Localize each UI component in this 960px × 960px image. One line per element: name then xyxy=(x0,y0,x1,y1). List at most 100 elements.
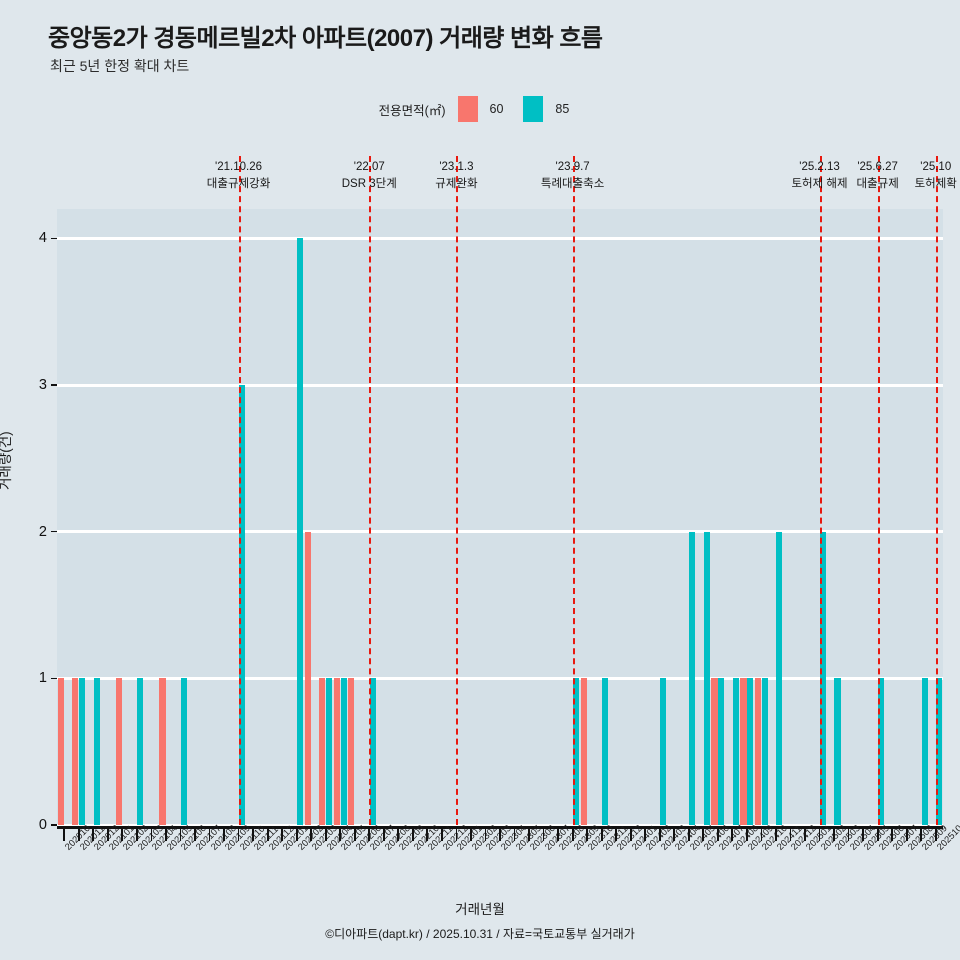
x-tick-mark xyxy=(847,829,850,841)
x-tick-mark xyxy=(615,829,618,841)
event-line-202506 xyxy=(877,156,880,825)
x-tick-mark xyxy=(673,829,676,841)
event-date: '25.6.27 xyxy=(857,161,898,173)
gridline xyxy=(57,236,943,240)
x-tick-mark xyxy=(63,829,66,841)
legend-label-85: 85 xyxy=(555,102,570,116)
bar-85-202503 xyxy=(834,678,841,825)
x-tick-mark xyxy=(179,829,182,841)
bar-85-202502 xyxy=(819,531,827,825)
bar-60-202102 xyxy=(115,678,123,825)
y-tick-mark xyxy=(51,237,57,240)
x-tick-mark xyxy=(920,829,923,841)
x-tick-mark xyxy=(281,829,284,841)
bar-85-202207 xyxy=(369,678,376,825)
bar-60-202205 xyxy=(333,678,340,825)
event-line-202502 xyxy=(819,156,822,825)
x-tick-mark xyxy=(542,829,545,841)
bar-85-202110 xyxy=(238,385,246,825)
bar-60-202407 xyxy=(711,678,718,825)
bar-85-202202 xyxy=(296,238,304,825)
event-name: DSR 3단계 xyxy=(341,177,397,190)
event-line-202207 xyxy=(369,156,372,825)
x-tick-mark xyxy=(484,829,487,841)
event-label-202207: '22.07 DSR 3단계 xyxy=(342,159,397,192)
x-tick-mark xyxy=(905,829,908,841)
event-label-202510: '25.10 토허제확 xyxy=(915,159,957,192)
y-tick-label: 1 xyxy=(38,670,47,687)
x-tick-mark xyxy=(266,829,269,841)
x-tick-mark xyxy=(557,829,559,841)
x-tick-mark xyxy=(513,829,516,841)
event-name: 특례대출축소 xyxy=(540,177,605,190)
x-tick-mark xyxy=(499,829,501,841)
event-date: '22.07 xyxy=(353,161,385,173)
x-tick-mark xyxy=(934,829,937,841)
y-tick-mark xyxy=(51,530,57,533)
bar-60-202203 xyxy=(304,531,311,825)
bar-85-202204 xyxy=(326,678,333,825)
x-tick-mark xyxy=(760,829,763,841)
event-name: 규제완화 xyxy=(435,177,478,190)
event-line-202301 xyxy=(456,156,459,825)
bar-60-202105 xyxy=(159,678,166,825)
bar-85-202408 xyxy=(732,678,739,825)
x-axis-title: 거래년월 xyxy=(455,902,505,917)
bar-85-202309 xyxy=(572,678,580,825)
event-line-202110 xyxy=(238,156,241,825)
x-tick-mark xyxy=(237,829,240,841)
y-tick-label: 0 xyxy=(38,817,47,833)
bar-85-202410 xyxy=(761,678,768,825)
y-tick-mark xyxy=(51,824,57,826)
x-tick-mark xyxy=(382,829,385,841)
x-tick-mark xyxy=(135,829,138,841)
x-tick-mark xyxy=(252,829,254,841)
x-tick-mark xyxy=(455,829,458,841)
x-tick-mark xyxy=(397,829,400,841)
x-tick-mark xyxy=(876,829,879,841)
gridline xyxy=(57,383,943,387)
x-tick-mark xyxy=(208,829,211,841)
event-date: '23.1.3 xyxy=(439,161,474,173)
x-tick-mark xyxy=(891,829,894,841)
x-tick-mark xyxy=(150,829,153,841)
bar-60-202011 xyxy=(72,678,79,825)
x-tick-mark xyxy=(470,829,472,841)
x-tick-mark xyxy=(629,829,632,841)
x-tick-mark xyxy=(368,829,371,841)
y-tick-label: 3 xyxy=(38,377,47,393)
event-label-202506: '25.6.27 대출규제 xyxy=(856,159,898,192)
x-tick-mark xyxy=(324,829,327,841)
event-date: '25.10 xyxy=(920,161,952,173)
bar-85-202411 xyxy=(776,531,783,825)
y-axis-labels: 0 1 2 3 4 xyxy=(0,209,47,833)
bar-85-202011 xyxy=(79,678,86,825)
x-tick-mark xyxy=(862,829,864,841)
x-tick-mark xyxy=(121,829,124,841)
x-tick-mark xyxy=(426,829,429,841)
bar-85-202403 xyxy=(660,678,667,825)
bar-85-202311 xyxy=(601,678,609,825)
x-tick-mark xyxy=(106,829,109,841)
event-label-202110: '21.10.26 대출규제강화 xyxy=(207,159,270,192)
bar-85-202509 xyxy=(921,678,928,825)
bar-85-202406 xyxy=(703,531,710,825)
x-tick-mark xyxy=(411,829,414,841)
bar-60-202410 xyxy=(754,678,762,825)
bar-85-202407 xyxy=(718,678,725,825)
x-axis-line xyxy=(57,826,943,829)
bar-85-202409 xyxy=(747,678,754,825)
x-tick-mark xyxy=(833,829,835,841)
event-date: '25.2.13 xyxy=(799,161,840,173)
gridline xyxy=(57,823,943,827)
chart-subtitle: 최근 5년 한정 확대 차트 xyxy=(50,58,190,74)
x-tick-mark xyxy=(789,829,792,841)
x-tick-mark xyxy=(702,829,705,841)
x-tick-mark xyxy=(775,829,777,841)
bar-85-202106 xyxy=(180,678,187,825)
y-tick-label: 4 xyxy=(38,230,47,247)
bar-85-202012 xyxy=(93,678,100,825)
bar-60-202206 xyxy=(348,678,355,825)
bar-60-202010 xyxy=(57,678,64,825)
